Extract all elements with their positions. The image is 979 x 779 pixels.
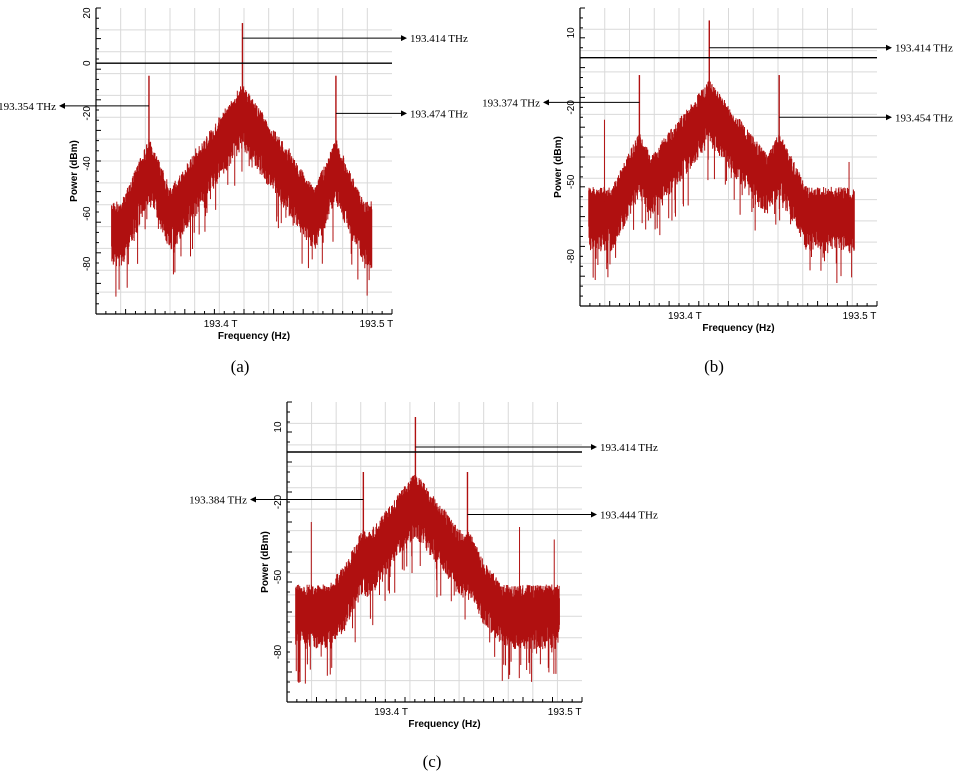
chart-1: 20 0 -20 -40 -60 -80 193.4 T 193.5 T Frequency (…	[0, 7, 468, 376]
spectrum-trace	[295, 473, 560, 684]
y-tick-label: -80	[273, 644, 284, 659]
y-axis-label: Power (dBm)	[553, 136, 564, 198]
x-tick-label: 193.4 T	[204, 319, 238, 330]
annotation-label: 193.374 THz	[482, 97, 540, 109]
chart-2: 10 -20 -50 -80 193.4 T 193.5 T Frequency (Hz) P…	[482, 7, 953, 376]
charts-layer: 20 0 -20 -40 -60 -80 193.4 T 193.5 T Frequency (…	[0, 7, 953, 771]
y-tick-label: -20	[82, 106, 93, 121]
y-tick-label: 0	[82, 60, 93, 66]
chart-caption: (c)	[423, 752, 442, 771]
y-tick-label: -80	[566, 249, 577, 264]
annotation-label: 193.454 THz	[895, 112, 953, 124]
annotation-label: 193.354 THz	[0, 101, 56, 113]
y-tick-label: -80	[82, 256, 93, 271]
y-axis-label: Power (dBm)	[260, 531, 271, 593]
spectrum-trace	[588, 80, 855, 284]
chart-caption: (b)	[704, 357, 724, 376]
y-tick-label: -50	[273, 569, 284, 584]
y-axis-label: Power (dBm)	[69, 140, 80, 202]
annotation-label: 193.414 THz	[600, 442, 658, 454]
y-tick-label: -20	[566, 100, 577, 115]
x-tick-label: 193.5 T	[548, 707, 582, 718]
x-axis-label: Frequency (Hz)	[702, 323, 774, 334]
chart-caption: (a)	[231, 357, 250, 376]
annotation-label: 193.384 THz	[189, 495, 247, 507]
y-tick-label: -50	[566, 174, 577, 189]
y-tick-label: 10	[566, 27, 577, 39]
y-tick-label: -20	[273, 494, 284, 509]
y-tick-label: -40	[82, 156, 93, 171]
x-tick-label: 193.4 T	[668, 311, 702, 322]
x-tick-label: 193.4 T	[374, 707, 408, 718]
y-tick-label: -60	[82, 206, 93, 221]
annotation-label: 193.444 THz	[600, 510, 658, 522]
x-tick-label: 193.5 T	[843, 311, 877, 322]
spectrum-trace	[111, 86, 373, 297]
chart-3: 10 -20 -50 -80 193.4 T 193.5 T Frequency (Hz) P…	[189, 401, 658, 771]
x-axis-label: Frequency (Hz)	[408, 719, 480, 730]
x-tick-label: 193.5 T	[360, 319, 394, 330]
annotation-label: 193.414 THz	[410, 33, 468, 45]
y-tick-label: 10	[273, 421, 284, 433]
y-tick-label: 20	[82, 7, 93, 19]
annotation-label: 193.474 THz	[410, 108, 468, 120]
annotation-label: 193.414 THz	[895, 43, 953, 55]
x-axis-label: Frequency (Hz)	[218, 331, 290, 342]
